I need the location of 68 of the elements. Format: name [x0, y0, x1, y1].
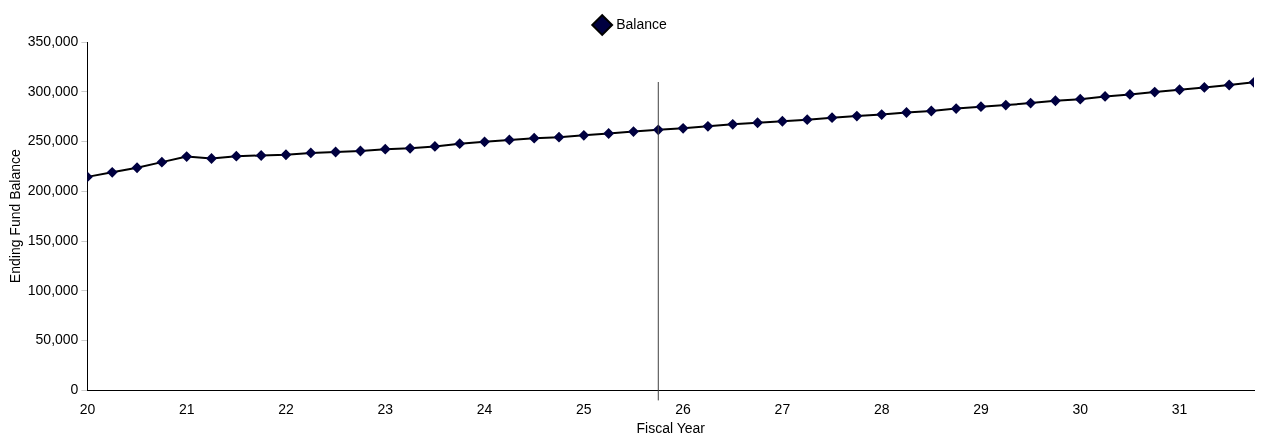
- point: [380, 144, 391, 155]
- point: [429, 141, 440, 152]
- point: [206, 153, 217, 164]
- point: [355, 146, 366, 156]
- point: [156, 157, 167, 168]
- point: [479, 136, 490, 147]
- point: [132, 162, 143, 173]
- point: [1100, 91, 1111, 102]
- x-tick-label: 27: [774, 400, 791, 417]
- x-tick-label: 23: [377, 400, 394, 417]
- x-tick-label: 25: [576, 400, 592, 417]
- y-tick-label: 300,000: [27, 82, 79, 99]
- point: [454, 138, 465, 149]
- point: [1075, 94, 1086, 105]
- point: [702, 121, 713, 132]
- x-tick-label: 28: [873, 400, 890, 417]
- y-tick-label: 0: [70, 381, 79, 398]
- point: [802, 114, 813, 125]
- point: [1050, 95, 1061, 106]
- y-tick-label: 200,000: [27, 182, 79, 199]
- y-tick-label: 50,000: [35, 331, 79, 348]
- x-tick-label: 20: [79, 400, 96, 417]
- point: [603, 128, 614, 139]
- y-tick-label: 250,000: [27, 132, 79, 149]
- point: [752, 117, 763, 128]
- point: [1000, 100, 1011, 111]
- point: [554, 132, 565, 143]
- point: [777, 116, 788, 127]
- point: [1025, 98, 1036, 109]
- point: [951, 103, 962, 114]
- point: [504, 134, 515, 145]
- point: [181, 151, 192, 162]
- point: [727, 119, 738, 130]
- x-axis-title: Fiscal Year: [636, 420, 706, 437]
- x-tick-label: 30: [1072, 400, 1089, 417]
- point: [901, 107, 912, 118]
- point: [851, 111, 862, 122]
- y-tick-label: 350,000: [27, 32, 79, 49]
- point: [405, 143, 416, 154]
- legend-label: Balance: [616, 15, 668, 32]
- point: [231, 151, 242, 162]
- y-axis-title: Ending Fund Balance: [7, 149, 24, 284]
- x-tick-label: 26: [675, 400, 692, 417]
- point: [876, 109, 887, 120]
- point: [330, 147, 341, 157]
- x-tick-label: 29: [973, 400, 989, 417]
- x-tick-label: 31: [1171, 400, 1188, 417]
- y-tick-label: 150,000: [27, 231, 79, 248]
- y-tick-label: 100,000: [27, 281, 79, 298]
- point: [1124, 89, 1135, 100]
- x-tick-label: 21: [178, 400, 195, 417]
- point: [1224, 80, 1235, 90]
- point: [1174, 84, 1185, 95]
- point: [975, 101, 986, 112]
- point: [280, 149, 291, 160]
- point: [1149, 87, 1160, 98]
- x-tick-label: 22: [278, 400, 294, 417]
- x-tick-label: 24: [476, 400, 493, 417]
- point: [1199, 82, 1210, 93]
- point: [305, 147, 316, 158]
- point: [827, 112, 838, 123]
- point: [107, 167, 118, 178]
- point: [529, 133, 540, 144]
- point: [256, 150, 267, 161]
- point: [578, 130, 589, 141]
- point: [678, 123, 689, 134]
- point: [926, 105, 937, 116]
- point: [628, 126, 639, 137]
